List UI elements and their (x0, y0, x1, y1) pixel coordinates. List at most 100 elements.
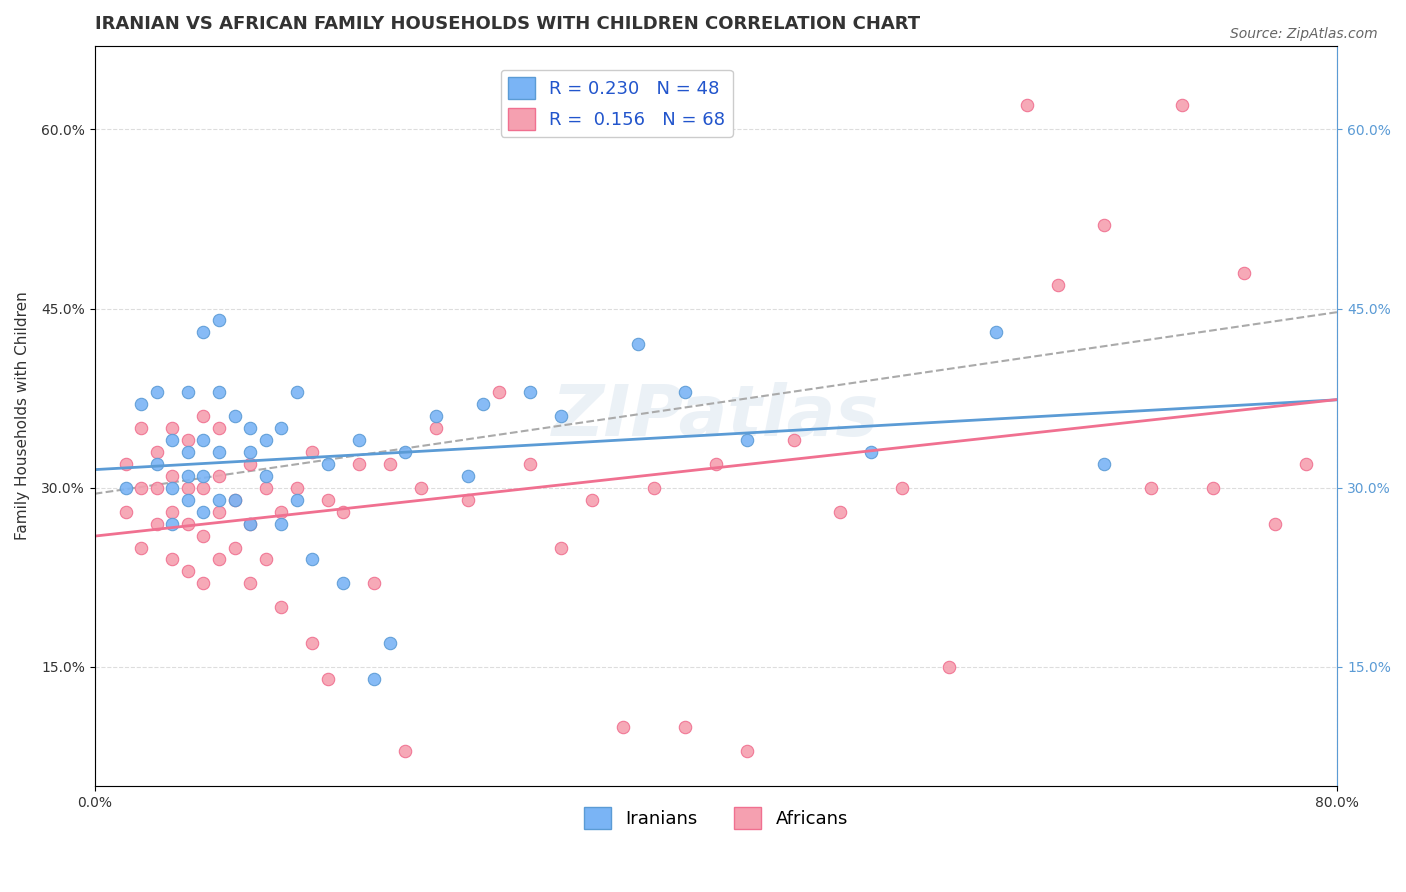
Point (1140, 481, 1163, 495)
Point (1171, 98, 1194, 112)
Point (270, 516, 292, 531)
Point (378, 457, 401, 471)
Point (457, 468, 479, 483)
Point (208, 552, 231, 566)
Point (316, 457, 339, 471)
Point (673, 385, 696, 400)
Point (177, 492, 200, 507)
Point (254, 552, 277, 566)
Point (131, 541, 153, 555)
Point (519, 385, 541, 400)
Point (704, 457, 727, 471)
Point (860, 445, 883, 459)
Point (673, 720, 696, 734)
Point (162, 421, 184, 435)
Point (146, 385, 169, 400)
Point (550, 541, 572, 555)
Point (224, 492, 246, 507)
Point (363, 576, 385, 591)
Point (488, 385, 510, 400)
Point (208, 313, 231, 327)
Point (239, 576, 262, 591)
Point (208, 385, 231, 400)
Point (193, 468, 215, 483)
Point (162, 433, 184, 447)
Point (131, 397, 153, 411)
Point (193, 433, 215, 447)
Point (425, 421, 447, 435)
Text: Source: ZipAtlas.com: Source: ZipAtlas.com (1230, 27, 1378, 41)
Point (301, 552, 323, 566)
Point (193, 481, 215, 495)
Point (472, 397, 495, 411)
Point (1264, 516, 1286, 531)
Point (984, 326, 1007, 340)
Point (162, 481, 184, 495)
Legend: Iranians, Africans: Iranians, Africans (576, 800, 855, 837)
Point (1233, 266, 1256, 280)
Point (347, 457, 370, 471)
Point (394, 445, 416, 459)
Point (254, 433, 277, 447)
Point (1202, 481, 1225, 495)
Point (347, 433, 370, 447)
Point (177, 565, 200, 579)
Point (146, 457, 169, 471)
Point (254, 468, 277, 483)
Point (457, 492, 479, 507)
Point (239, 516, 262, 531)
Point (301, 445, 323, 459)
Point (239, 445, 262, 459)
Point (316, 492, 339, 507)
Point (735, 744, 758, 758)
Point (162, 468, 184, 483)
Point (177, 445, 200, 459)
Point (239, 421, 262, 435)
Point (270, 421, 292, 435)
Point (146, 516, 169, 531)
Point (177, 481, 200, 495)
Point (612, 720, 634, 734)
Point (177, 468, 200, 483)
Point (146, 481, 169, 495)
Point (131, 421, 153, 435)
Point (177, 516, 200, 531)
Point (162, 516, 184, 531)
Point (1046, 277, 1069, 292)
Point (208, 445, 231, 459)
Point (363, 672, 385, 686)
Point (193, 505, 215, 519)
Point (643, 481, 665, 495)
Point (208, 492, 231, 507)
Point (208, 505, 231, 519)
Point (627, 337, 650, 351)
Point (938, 660, 960, 674)
Point (131, 481, 153, 495)
Point (409, 481, 432, 495)
Point (270, 505, 292, 519)
Point (208, 468, 231, 483)
Point (239, 516, 262, 531)
Y-axis label: Family Households with Children: Family Households with Children (15, 292, 30, 541)
Point (332, 576, 354, 591)
Point (425, 409, 447, 423)
Point (114, 505, 136, 519)
Point (224, 492, 246, 507)
Point (146, 445, 169, 459)
Point (254, 481, 277, 495)
Point (177, 385, 200, 400)
Point (114, 457, 136, 471)
Point (301, 636, 323, 650)
Point (1092, 218, 1115, 232)
Point (332, 505, 354, 519)
Point (224, 409, 246, 423)
Point (208, 421, 231, 435)
Point (193, 409, 215, 423)
Point (162, 552, 184, 566)
Point (891, 481, 914, 495)
Point (224, 541, 246, 555)
Point (378, 636, 401, 650)
Point (270, 600, 292, 615)
Point (830, 505, 852, 519)
Point (783, 433, 806, 447)
